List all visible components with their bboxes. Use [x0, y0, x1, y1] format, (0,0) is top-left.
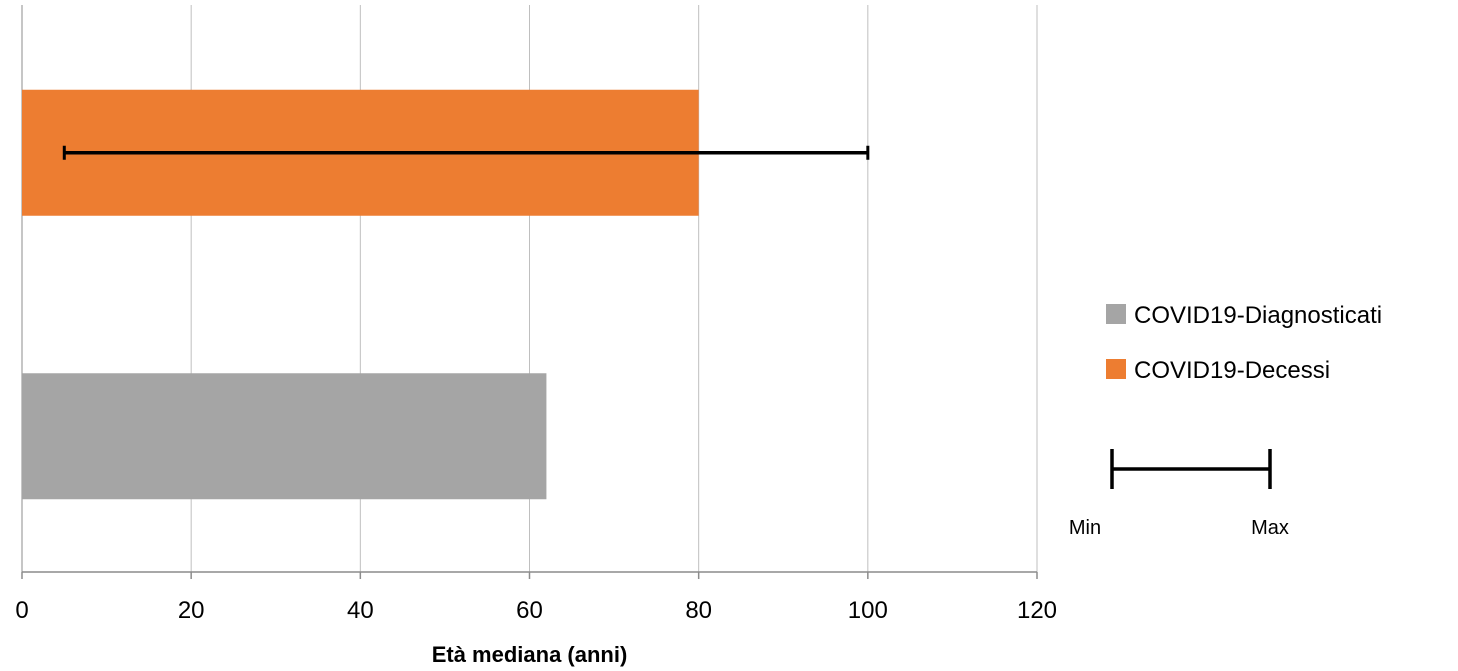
x-tick-label: 60: [516, 597, 543, 624]
x-axis: 0 20 40 60 80 100 120: [15, 571, 1057, 624]
legend-swatch: [1106, 304, 1126, 324]
x-tick-label: 120: [1017, 597, 1057, 624]
error-bar-legend-max-label: Max: [1251, 517, 1289, 539]
legend-swatch: [1106, 359, 1126, 379]
legend-label: COVID19-Diagnosticati: [1134, 302, 1382, 329]
x-tick-label: 0: [15, 597, 28, 624]
error-bar-legend-min-label: Min: [1069, 517, 1101, 539]
x-tick-label: 100: [848, 597, 888, 624]
legend: COVID19-Diagnosticati COVID19-Decessi: [1106, 302, 1382, 384]
bar-covid19-diagnosticati: [22, 373, 547, 500]
error-bar-legend: Min Max: [1069, 449, 1289, 539]
error-bars: [62, 145, 870, 160]
x-tick-label: 40: [347, 597, 374, 624]
x-axis-title: Età mediana (anni): [432, 642, 628, 667]
x-tick-label: 80: [685, 597, 712, 624]
x-tick-label: 20: [178, 597, 205, 624]
legend-label: COVID19-Decessi: [1134, 357, 1330, 384]
